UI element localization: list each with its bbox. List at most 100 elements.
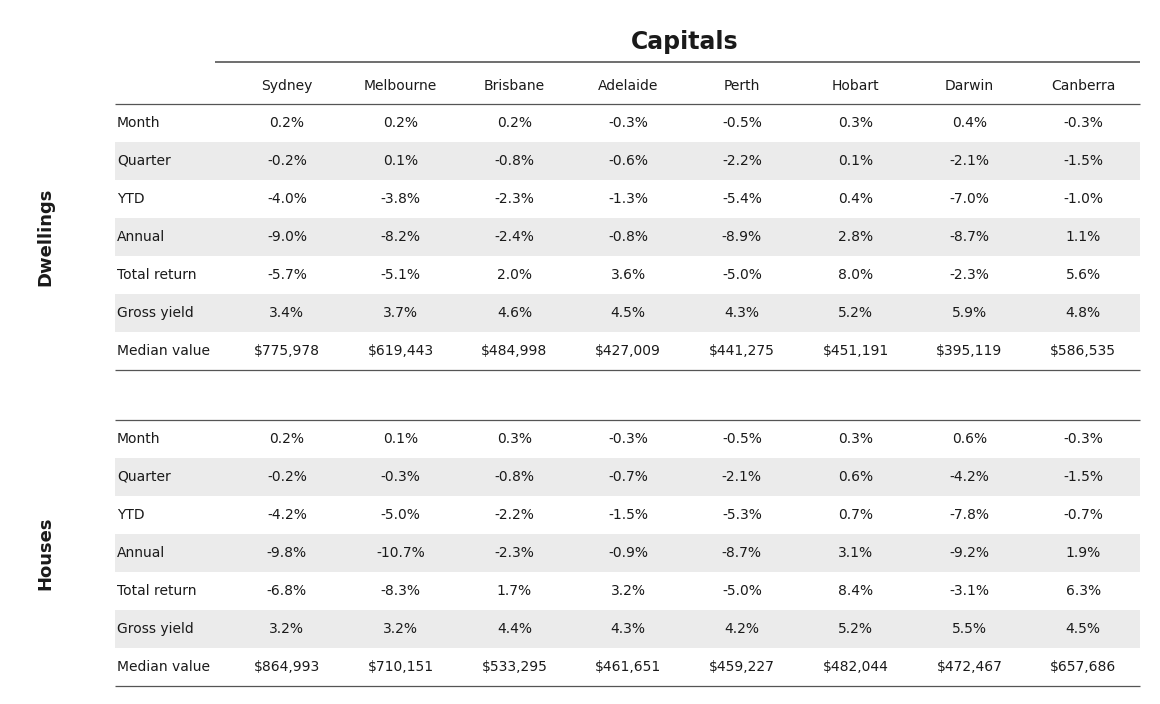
Text: -2.3%: -2.3% — [494, 546, 535, 560]
Bar — [115, 458, 1140, 496]
Text: Gross yield: Gross yield — [117, 622, 194, 636]
Text: 5.2%: 5.2% — [839, 306, 873, 320]
Text: -9.8%: -9.8% — [267, 546, 307, 560]
Text: Brisbane: Brisbane — [484, 79, 545, 93]
Text: $533,295: $533,295 — [481, 660, 548, 674]
Text: Sydney: Sydney — [261, 79, 312, 93]
Text: 1.9%: 1.9% — [1066, 546, 1101, 560]
Bar — [115, 610, 1140, 648]
Text: 1.7%: 1.7% — [496, 584, 532, 598]
Text: $441,275: $441,275 — [709, 344, 775, 358]
Text: -1.3%: -1.3% — [608, 192, 648, 206]
Text: 0.1%: 0.1% — [838, 154, 873, 168]
Text: 0.2%: 0.2% — [383, 116, 418, 130]
Text: Median value: Median value — [117, 344, 210, 358]
Text: -0.3%: -0.3% — [1064, 432, 1103, 446]
Text: $427,009: $427,009 — [595, 344, 661, 358]
Text: 3.2%: 3.2% — [269, 622, 304, 636]
Text: 4.4%: 4.4% — [496, 622, 532, 636]
Text: Quarter: Quarter — [117, 470, 171, 484]
Text: 0.6%: 0.6% — [952, 432, 987, 446]
Text: 1.1%: 1.1% — [1066, 230, 1101, 244]
Text: 0.3%: 0.3% — [839, 432, 873, 446]
Text: $472,467: $472,467 — [936, 660, 1002, 674]
Text: -0.5%: -0.5% — [722, 432, 762, 446]
Text: -5.4%: -5.4% — [722, 192, 762, 206]
Text: 3.4%: 3.4% — [269, 306, 304, 320]
Text: Perth: Perth — [724, 79, 760, 93]
Text: -10.7%: -10.7% — [376, 546, 425, 560]
Text: $586,535: $586,535 — [1050, 344, 1116, 358]
Text: 0.2%: 0.2% — [269, 432, 304, 446]
Text: $775,978: $775,978 — [254, 344, 320, 358]
Text: 0.1%: 0.1% — [383, 432, 419, 446]
Text: -0.8%: -0.8% — [494, 470, 535, 484]
Text: $657,686: $657,686 — [1050, 660, 1116, 674]
Text: -2.4%: -2.4% — [494, 230, 535, 244]
Text: 0.7%: 0.7% — [839, 508, 873, 522]
Text: -4.2%: -4.2% — [267, 508, 306, 522]
Text: 5.6%: 5.6% — [1066, 268, 1101, 282]
Text: -0.2%: -0.2% — [267, 470, 306, 484]
Text: -4.2%: -4.2% — [949, 470, 989, 484]
Text: Houses: Houses — [36, 516, 55, 590]
Text: Month: Month — [117, 432, 160, 446]
Text: -1.5%: -1.5% — [1063, 154, 1103, 168]
Text: 4.6%: 4.6% — [496, 306, 532, 320]
Text: -2.3%: -2.3% — [494, 192, 535, 206]
Text: -0.3%: -0.3% — [608, 116, 648, 130]
Text: -0.3%: -0.3% — [1064, 116, 1103, 130]
Bar — [115, 218, 1140, 256]
Text: -4.0%: -4.0% — [267, 192, 306, 206]
Text: Canberra: Canberra — [1051, 79, 1115, 93]
Text: -9.0%: -9.0% — [267, 230, 307, 244]
Text: 0.3%: 0.3% — [496, 432, 532, 446]
Text: 3.2%: 3.2% — [383, 622, 418, 636]
Text: -0.6%: -0.6% — [608, 154, 648, 168]
Text: $395,119: $395,119 — [936, 344, 1002, 358]
Text: Melbourne: Melbourne — [364, 79, 437, 93]
Text: -0.7%: -0.7% — [608, 470, 648, 484]
Text: Gross yield: Gross yield — [117, 306, 194, 320]
Text: 6.3%: 6.3% — [1066, 584, 1101, 598]
Text: -9.2%: -9.2% — [949, 546, 989, 560]
Text: 5.9%: 5.9% — [952, 306, 987, 320]
Text: YTD: YTD — [117, 508, 145, 522]
Text: -8.2%: -8.2% — [380, 230, 421, 244]
Text: $461,651: $461,651 — [595, 660, 661, 674]
Text: -5.1%: -5.1% — [380, 268, 421, 282]
Text: -3.8%: -3.8% — [380, 192, 421, 206]
Text: Quarter: Quarter — [117, 154, 171, 168]
Text: -0.7%: -0.7% — [1064, 508, 1103, 522]
Text: -5.0%: -5.0% — [722, 268, 762, 282]
Text: 0.3%: 0.3% — [839, 116, 873, 130]
Text: -0.3%: -0.3% — [608, 432, 648, 446]
Text: 0.4%: 0.4% — [952, 116, 987, 130]
Text: Darwin: Darwin — [944, 79, 994, 93]
Text: -1.0%: -1.0% — [1063, 192, 1103, 206]
Text: 5.5%: 5.5% — [952, 622, 987, 636]
Text: $864,993: $864,993 — [254, 660, 320, 674]
Text: 3.2%: 3.2% — [610, 584, 646, 598]
Text: -5.7%: -5.7% — [267, 268, 306, 282]
Text: Total return: Total return — [117, 268, 196, 282]
Text: Annual: Annual — [117, 546, 165, 560]
Text: 0.1%: 0.1% — [383, 154, 419, 168]
Text: -0.5%: -0.5% — [722, 116, 762, 130]
Text: -2.2%: -2.2% — [722, 154, 762, 168]
Text: $484,998: $484,998 — [481, 344, 548, 358]
Text: -0.3%: -0.3% — [380, 470, 421, 484]
Text: -8.3%: -8.3% — [380, 584, 421, 598]
Text: 4.3%: 4.3% — [610, 622, 646, 636]
Text: -2.2%: -2.2% — [494, 508, 535, 522]
Text: 3.7%: 3.7% — [383, 306, 418, 320]
Text: 5.2%: 5.2% — [839, 622, 873, 636]
Text: $619,443: $619,443 — [368, 344, 434, 358]
Text: $459,227: $459,227 — [709, 660, 775, 674]
Text: -0.8%: -0.8% — [494, 154, 535, 168]
Text: Adelaide: Adelaide — [597, 79, 659, 93]
Text: -0.9%: -0.9% — [608, 546, 648, 560]
Text: YTD: YTD — [117, 192, 145, 206]
Text: -0.8%: -0.8% — [608, 230, 648, 244]
Text: -1.5%: -1.5% — [608, 508, 648, 522]
